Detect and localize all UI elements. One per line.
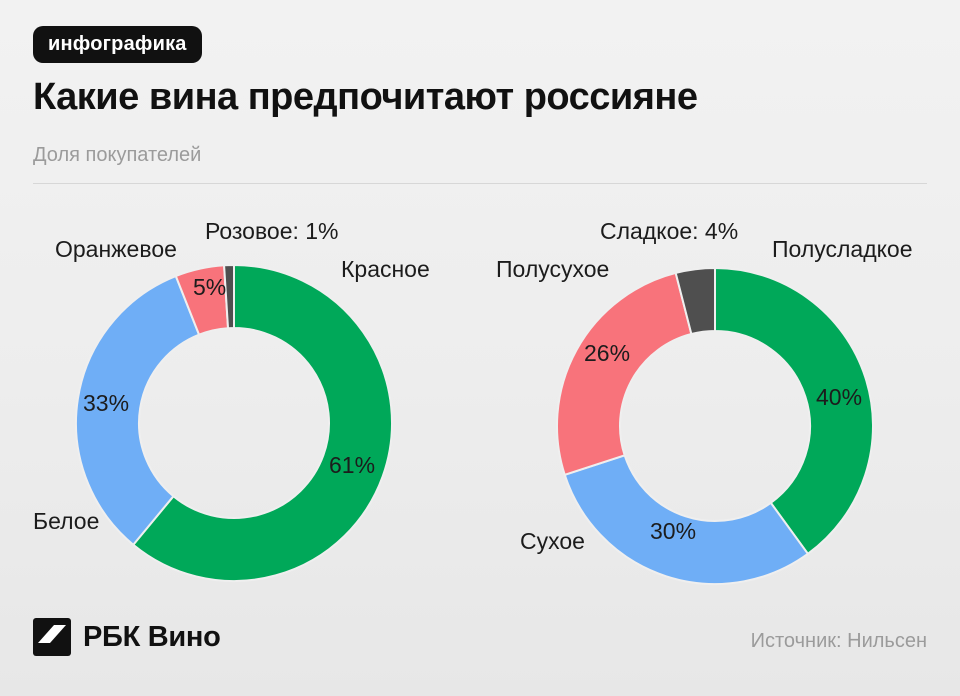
page-subtitle: Доля покупателей: [33, 144, 202, 166]
chart-label-red: Красное: [341, 256, 430, 282]
donut-chart-wine-by-sweetness: Сладкое: 4% Полусухое Полусладкое Сухое …: [490, 210, 950, 625]
brand-lockup: РБК Вино: [33, 618, 221, 656]
percent-label-semisweet: 40%: [816, 384, 863, 410]
percent-label-orange: 5%: [193, 274, 227, 300]
header-divider: [33, 183, 927, 184]
source-credit: Источник: Нильсен: [750, 630, 927, 652]
donut-chart-svg: [556, 266, 874, 585]
chart-label-sweet-callout: Сладкое: 4%: [600, 218, 739, 244]
chart-label-semisweet: Полусладкое: [772, 236, 913, 262]
percent-label-white: 33%: [83, 390, 130, 416]
donut-segment-1: [223, 263, 235, 330]
percent-label-dry: 30%: [650, 518, 697, 544]
rbc-logo-icon: [33, 618, 71, 656]
percent-label-red: 61%: [329, 452, 376, 478]
donut-segment-40: [714, 266, 874, 556]
chart-label-dry: Сухое: [520, 528, 585, 554]
chart-label-rose-callout: Розовое: 1%: [205, 218, 339, 244]
donut-segment-61: [131, 263, 393, 582]
page-title: Какие вина предпочитают россияне: [33, 76, 698, 118]
chart-label-semidry: Полусухое: [496, 256, 610, 282]
brand-name: РБК Вино: [83, 620, 221, 653]
donut-chart-svg: [75, 263, 393, 582]
donut-segment-26: [556, 271, 693, 477]
donut-chart-wine-by-color: Розовое: 1% Оранжевое Красное Белое 5% 3…: [33, 210, 478, 625]
donut-segment-4: [674, 266, 716, 336]
percent-label-semidry: 26%: [584, 340, 631, 366]
donut-segment-33: [75, 274, 201, 547]
chart-label-orange: Оранжевое: [55, 236, 177, 262]
infographic-badge: инфографика: [33, 26, 202, 63]
chart-label-white: Белое: [33, 508, 100, 534]
donut-segment-30: [563, 454, 810, 585]
